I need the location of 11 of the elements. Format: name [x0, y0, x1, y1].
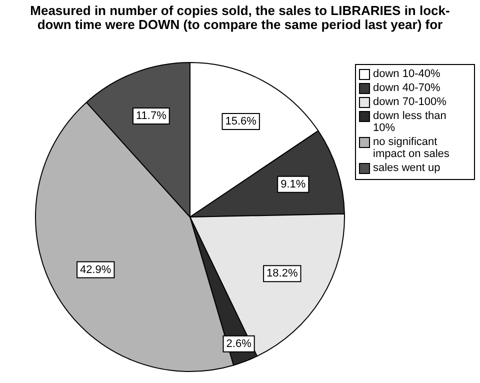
legend-label: down 10-40% [373, 68, 440, 80]
legend-label: down 70-100% [373, 96, 446, 108]
data-label: 15.6% [225, 116, 257, 128]
data-label: 42.9% [80, 264, 112, 276]
chart-title: Measured in number of copies sold, the sales to LIBRARIES in lock-down time were DOWN (to compare the same period last year) for [29, 3, 451, 32]
data-label: 11.7% [136, 110, 167, 122]
legend-label: sales went up [373, 162, 440, 174]
data-label: 2.6% [226, 338, 252, 350]
data-label: 18.2% [266, 268, 298, 280]
data-label: 9.1% [280, 178, 306, 190]
legend-label: down 40-70% [373, 82, 440, 94]
